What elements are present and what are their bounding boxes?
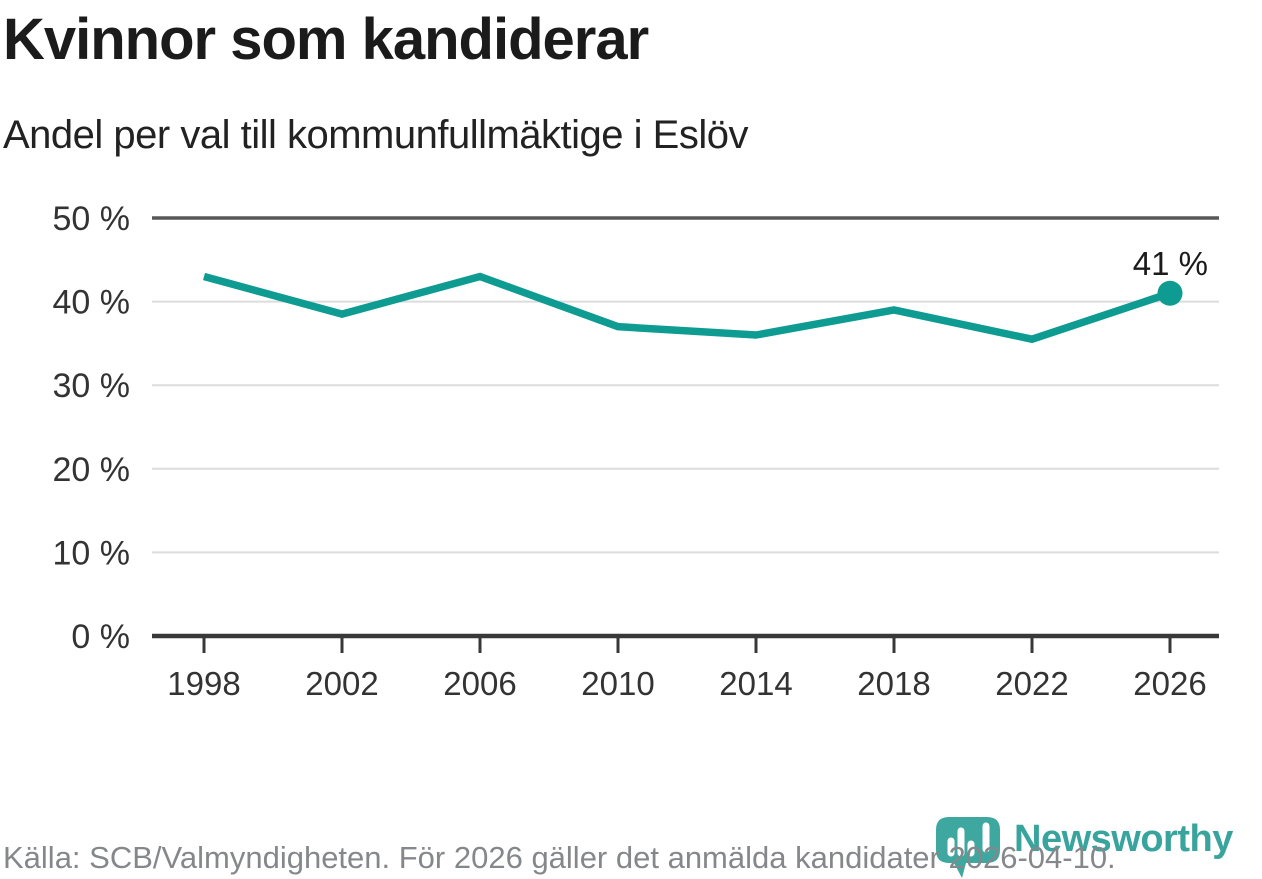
last-point-marker — [1157, 280, 1183, 306]
xtick-label-2006: 2006 — [443, 665, 516, 702]
newsworthy-logo: Newsworthy — [936, 814, 1262, 879]
last-point-label: 41 % — [1133, 245, 1208, 282]
xtick-label-2014: 2014 — [719, 665, 792, 702]
series-line — [203, 272, 1172, 344]
xtick-label-2018: 2018 — [857, 665, 930, 702]
newsworthy-wordmark: Newsworthy — [1014, 818, 1233, 860]
page-subtitle: Andel per val till kommunfullmäktige i E… — [3, 113, 748, 157]
ytick-label-40: 40 % — [53, 284, 131, 322]
xtick-label-1998: 1998 — [167, 665, 240, 702]
ytick-label-20: 20 % — [53, 451, 131, 489]
ytick-label-0: 0 % — [71, 618, 130, 656]
newsworthy-bubble-chart-icon — [936, 817, 1000, 878]
ytick-label-50: 50 % — [53, 200, 131, 238]
page-title: Kvinnor som kandiderar — [3, 7, 649, 72]
xtick-label-2026: 2026 — [1133, 665, 1206, 702]
ytick-label-30: 30 % — [53, 367, 131, 405]
source-note: Källa: SCB/Valmyndigheten. För 2026 gäll… — [3, 840, 1116, 875]
xtick-label-2022: 2022 — [995, 665, 1068, 702]
xtick-label-2010: 2010 — [581, 665, 654, 702]
ytick-label-10: 10 % — [53, 534, 131, 572]
xtick-label-2002: 2002 — [305, 665, 378, 702]
